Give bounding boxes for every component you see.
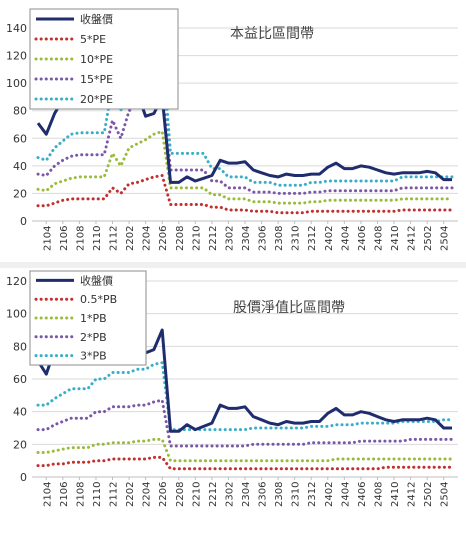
y-tick-label: 80 (13, 340, 27, 353)
x-tick-label: 2502 (423, 226, 434, 251)
x-tick-label: 2302 (224, 482, 235, 507)
x-tick-label: 2306 (258, 482, 269, 507)
x-tick-label: 2108 (75, 482, 86, 507)
x-tick-label: 2112 (109, 482, 120, 507)
y-tick-label: 80 (13, 105, 27, 118)
x-tick-label: 2104 (42, 482, 53, 507)
x-tick-label: 2304 (241, 482, 252, 507)
x-tick-label: 2408 (373, 226, 384, 251)
x-tick-label: 2310 (291, 482, 302, 507)
y-tick-label: 40 (13, 406, 27, 419)
x-tick-label: 2108 (75, 226, 86, 251)
legend-label: 10*PE (80, 53, 113, 66)
x-tick-label: 2412 (407, 226, 418, 251)
y-tick-label: 120 (6, 275, 27, 288)
x-tick-label: 2402 (324, 226, 335, 251)
x-tick-label: 2308 (274, 482, 285, 507)
x-tick-label: 2204 (142, 482, 153, 507)
series-line (36, 43, 454, 187)
legend-label: 3*PB (80, 350, 107, 363)
x-tick-label: 2210 (191, 226, 202, 251)
x-tick-label: 2210 (191, 482, 202, 507)
x-tick-label: 2310 (291, 226, 302, 251)
x-tick-label: 2206 (158, 482, 169, 507)
legend-box (29, 8, 179, 110)
y-tick-label: 100 (6, 308, 27, 321)
y-tick-label: 20 (13, 438, 27, 451)
x-tick-label: 2206 (158, 226, 169, 251)
legend-label: 收盤價 (80, 12, 113, 26)
x-tick-label: 2212 (208, 482, 219, 507)
x-tick-label: 2304 (241, 226, 252, 251)
y-tick-label: 20 (13, 187, 27, 200)
pb-band-chart: 0 20 40 60 80 100 120 2104 2106 2108 2110 2112 2202 2… (0, 268, 466, 530)
legend-label: 0.5*PB (80, 293, 117, 306)
x-tick-label: 2312 (307, 226, 318, 251)
pb-band-chart-svg: 0 20 40 60 80 100 120 2104 2106 2108 2110 2112 2202 2… (6, 270, 458, 507)
chart-title: 股價淨值比區間帶 (233, 299, 345, 316)
legend-label: 2*PB (80, 331, 107, 344)
x-tick-label: 2504 (440, 482, 451, 507)
pe-band-chart-svg: 0 20 40 60 80 100 120 140 2104 2106 2108 2110 2112 22… (6, 8, 458, 251)
series-line (36, 129, 454, 205)
x-tick-label: 2504 (440, 226, 451, 251)
y-tick-label: 140 (6, 22, 27, 35)
pe-band-chart: 0 20 40 60 80 100 120 140 2104 2106 2108 2110 2112 22… (0, 0, 466, 262)
y-tick-label: 0 (20, 471, 27, 484)
series-line (36, 455, 454, 471)
x-tick-label: 2408 (373, 482, 384, 507)
x-tick-label: 2308 (274, 226, 285, 251)
y-tick-label: 40 (13, 160, 27, 173)
legend-label: 收盤價 (80, 273, 113, 287)
x-tick-label: 2410 (390, 482, 401, 507)
x-tick-label: 2202 (125, 482, 136, 507)
series-line (36, 174, 454, 215)
x-tick-label: 2110 (92, 482, 103, 507)
x-tick-label: 2406 (357, 226, 368, 251)
x-tick-label: 2202 (125, 226, 136, 251)
x-tick-label: 2406 (357, 482, 368, 507)
y-tick-label: 100 (6, 77, 27, 90)
x-tick-label: 2112 (109, 226, 120, 251)
x-tick-label: 2212 (208, 226, 219, 251)
legend-label: 15*PE (80, 73, 113, 86)
x-tick-label: 2208 (175, 482, 186, 507)
x-tick-label: 2302 (224, 226, 235, 251)
x-tick-label: 2306 (258, 226, 269, 251)
x-tick-label: 2404 (340, 482, 351, 507)
y-tick-label: 60 (13, 373, 27, 386)
legend-box (29, 270, 147, 366)
x-tick-label: 2106 (59, 482, 70, 507)
series-line (36, 87, 454, 195)
y-tick-label: 0 (20, 215, 27, 228)
legend-label: 20*PE (80, 93, 113, 106)
chart-title: 本益比區間帶 (230, 26, 314, 42)
y-tick-label: 120 (6, 50, 27, 63)
panel-separator (0, 262, 466, 268)
x-tick-label: 2204 (142, 226, 153, 251)
x-tick-label: 2312 (307, 482, 318, 507)
legend-label: 5*PE (80, 33, 106, 46)
x-tick-label: 2104 (42, 226, 53, 251)
x-tick-label: 2208 (175, 226, 186, 251)
x-tick-label: 2404 (340, 226, 351, 251)
x-tick-label: 2106 (59, 226, 70, 251)
y-tick-label: 60 (13, 132, 27, 145)
series-line (36, 361, 454, 432)
series-line (36, 437, 454, 463)
legend-label: 1*PB (80, 312, 107, 325)
x-tick-label: 2110 (92, 226, 103, 251)
x-tick-label: 2410 (390, 226, 401, 251)
x-tick-label: 2402 (324, 482, 335, 507)
x-tick-label: 2412 (407, 482, 418, 507)
x-tick-label: 2502 (423, 482, 434, 507)
